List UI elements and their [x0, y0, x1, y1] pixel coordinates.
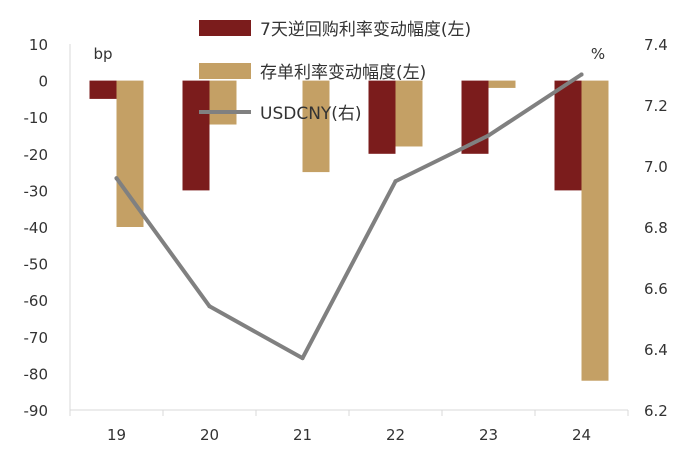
left-tick-label: 0 — [38, 73, 48, 91]
x-tick-label: 23 — [479, 426, 498, 444]
legend-label: 7天逆回购利率变动幅度(左) — [260, 20, 471, 40]
left-tick-label: 10 — [29, 36, 48, 54]
line-point — [393, 179, 398, 184]
bar — [581, 80, 609, 381]
bars — [89, 80, 609, 381]
x-tick-label: 24 — [572, 426, 591, 444]
bar — [554, 80, 582, 191]
x-tick-label: 19 — [107, 426, 126, 444]
axes: 10 0 -10 -20 -30 -40 -50 -60 -70 -80 -90 7.4 7.2 7.0 6… — [24, 36, 668, 444]
line-point — [300, 356, 305, 361]
x-tick-label: 20 — [200, 426, 219, 444]
right-tick-label: 7.4 — [644, 36, 668, 54]
left-tick-label: -30 — [24, 182, 49, 200]
bar — [488, 80, 516, 88]
legend-label: 存单利率变动幅度(左) — [260, 63, 426, 83]
bar — [302, 80, 330, 173]
left-tick-label: -80 — [24, 365, 49, 383]
bar — [182, 80, 210, 191]
bar — [89, 80, 117, 99]
legend-label: USDCNY(右) — [260, 104, 362, 124]
line-usdcny — [114, 72, 584, 361]
line-point — [486, 133, 491, 138]
right-axis-unit-label: % — [591, 45, 605, 63]
right-tick-label: 6.8 — [644, 219, 668, 237]
line-series — [114, 72, 584, 361]
left-tick-label: -20 — [24, 146, 49, 164]
left-tick-label: -40 — [24, 219, 49, 237]
right-tick-label: 6.4 — [644, 341, 668, 359]
left-tick-label: -70 — [24, 329, 49, 347]
right-tick-label: 6.6 — [644, 280, 668, 298]
right-tick-label: 7.2 — [644, 97, 668, 115]
bar — [395, 80, 423, 147]
bar — [116, 80, 144, 227]
legend-swatch — [199, 63, 251, 79]
line-point — [207, 304, 212, 309]
left-axis-unit-label: bp — [93, 45, 112, 63]
left-tick-label: -90 — [24, 402, 49, 420]
left-tick-label: -50 — [24, 256, 49, 274]
bar — [209, 80, 237, 125]
x-tick-label: 22 — [386, 426, 405, 444]
legend: 7天逆回购利率变动幅度(左) 存单利率变动幅度(左) USDCNY(右) — [199, 20, 471, 124]
left-tick-label: -10 — [24, 109, 49, 127]
line-point — [114, 176, 119, 181]
right-tick-label: 6.2 — [644, 402, 668, 420]
legend-swatch — [199, 20, 251, 36]
line-point — [579, 72, 584, 77]
right-tick-label: 7.0 — [644, 158, 668, 176]
bar — [368, 80, 396, 154]
left-tick-label: -60 — [24, 292, 49, 310]
x-tick-label: 21 — [293, 426, 312, 444]
